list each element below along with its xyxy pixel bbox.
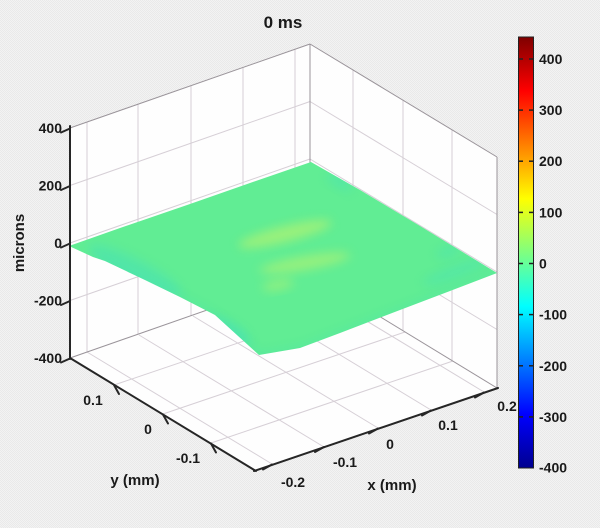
- grid-line: [69, 158, 311, 244]
- cool-patch: [88, 244, 182, 296]
- y-tick-label: 0.1: [83, 392, 103, 408]
- tick-mark: [210, 442, 217, 454]
- grid-line: [69, 101, 311, 186]
- plot-title: 0 ms: [264, 13, 303, 32]
- z-axis-label: microns: [11, 214, 28, 272]
- warm-patch: [262, 279, 294, 291]
- z-tick-label: -200: [34, 293, 62, 309]
- tick-mark: [60, 242, 71, 249]
- grid-line: [309, 101, 498, 215]
- tick-mark: [368, 427, 379, 435]
- z-tick-marks: [60, 127, 71, 364]
- surface-front-edge-tint: [92, 255, 497, 355]
- grid-line: [309, 158, 498, 273]
- cool-patch: [436, 245, 460, 259]
- z-tick-label: 0: [54, 235, 62, 251]
- tick-mark: [314, 446, 325, 453]
- z-tick-label: -400: [34, 350, 62, 366]
- tick-mark: [162, 413, 169, 425]
- x-tick-label: 0.2: [497, 398, 517, 414]
- x-tick-label: 0.1: [438, 417, 458, 433]
- colorbar-tick-label: 100: [539, 205, 563, 221]
- colorbar-tick-label: 0: [539, 256, 547, 272]
- colorbar: 400 300 200 100 0 -100 -200 -300 -400: [518, 36, 567, 476]
- z-tick-label: 200: [39, 178, 63, 194]
- warm-patch: [238, 220, 332, 248]
- tick-mark: [113, 384, 120, 395]
- z-tick-labels: 400 200 0 -200 -400: [34, 120, 62, 366]
- cool-patch: [327, 173, 353, 191]
- tick-mark: [60, 185, 71, 191]
- tick-mark: [60, 357, 71, 364]
- y-tick-labels: 0.1 0 -0.1: [83, 392, 200, 466]
- colorbar-tick-label: -300: [539, 409, 567, 425]
- colorbar-tick-label: -400: [539, 460, 567, 476]
- colorbar-tick-marks: [518, 58, 534, 418]
- tick-mark: [421, 409, 432, 417]
- x-tick-marks: [262, 391, 485, 471]
- surface-patch: [69, 162, 497, 355]
- grid-line: [162, 331, 406, 415]
- warm-patch: [259, 252, 351, 274]
- x-tick-label: -0.2: [281, 474, 305, 490]
- tick-mark: [474, 391, 485, 399]
- y-tick-label: 0: [144, 421, 152, 437]
- z-tick-label: 400: [39, 120, 63, 136]
- cool-patch: [422, 259, 488, 285]
- y-axis-label: y (mm): [110, 472, 159, 489]
- colorbar-tick-label: -100: [539, 307, 567, 323]
- surface: [69, 162, 497, 355]
- x-tick-label: -0.1: [333, 454, 357, 470]
- grid-line: [210, 360, 454, 444]
- tick-mark: [60, 300, 71, 306]
- box-edge: [69, 43, 311, 129]
- colorbar-tick-label: 200: [539, 153, 563, 169]
- colorbar-tick-label: -200: [539, 358, 567, 374]
- box-edge: [309, 43, 498, 158]
- colorbar-tick-label: 400: [539, 51, 563, 67]
- y-tick-marks: [113, 384, 217, 454]
- y-tick-label: -0.1: [176, 450, 200, 466]
- tick-mark: [60, 127, 71, 134]
- x-tick-labels: -0.2 -0.1 0 0.1 0.2: [281, 398, 517, 490]
- x-tick-label: 0: [386, 436, 394, 452]
- tick-mark: [262, 463, 273, 471]
- x-axis-label: x (mm): [367, 477, 416, 494]
- colorbar-tick-labels: 400 300 200 100 0 -100 -200 -300 -400: [539, 51, 567, 476]
- colorbar-tick-label: 300: [539, 102, 563, 118]
- colorbar-gradient: [518, 36, 534, 469]
